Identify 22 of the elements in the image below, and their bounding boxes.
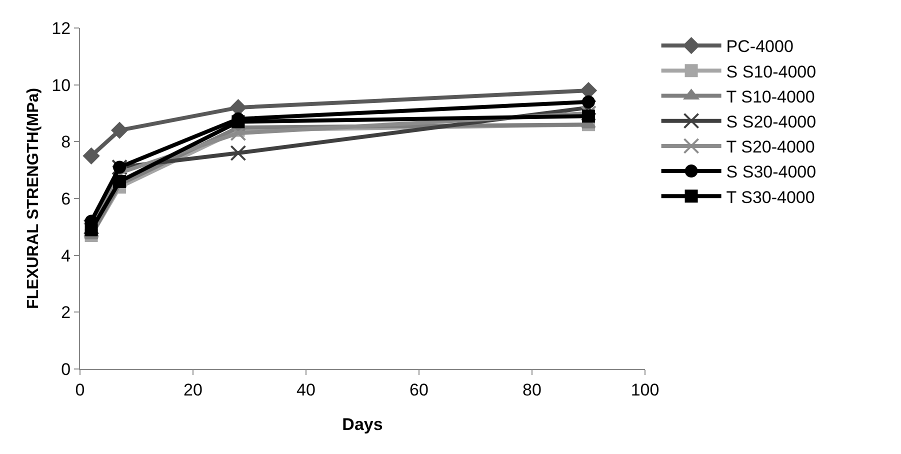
y-tick-label: 8 bbox=[61, 132, 71, 152]
y-tick-label: 0 bbox=[61, 360, 71, 379]
x-tick-label: 0 bbox=[75, 380, 85, 400]
y-axis-title: FLEXURAL STRENGTH(MPa) bbox=[25, 88, 42, 310]
x-tick-label: 40 bbox=[296, 380, 316, 400]
y-tick-label: 4 bbox=[61, 246, 71, 266]
legend-label: S S10-4000 bbox=[726, 62, 816, 82]
x-tick-label: 60 bbox=[410, 380, 428, 400]
x-tick-label: 80 bbox=[522, 380, 542, 400]
legend-label: T S20-4000 bbox=[726, 138, 815, 157]
legend-label: T S30-4000 bbox=[726, 188, 815, 207]
legend-label: T S10-4000 bbox=[726, 87, 815, 106]
x-tick-label: 20 bbox=[184, 380, 202, 400]
legend-label: PC-4000 bbox=[726, 37, 794, 56]
y-tick-label: 2 bbox=[61, 303, 71, 322]
y-tick-label: 12 bbox=[52, 18, 71, 38]
x-axis-title: Days bbox=[342, 415, 383, 434]
x-tick-label: 100 bbox=[630, 380, 660, 400]
y-tick-label: 6 bbox=[61, 189, 71, 208]
y-tick-label: 10 bbox=[52, 76, 71, 95]
legend-label: S S30-4000 bbox=[726, 162, 816, 182]
legend-label: S S20-4000 bbox=[726, 112, 816, 132]
